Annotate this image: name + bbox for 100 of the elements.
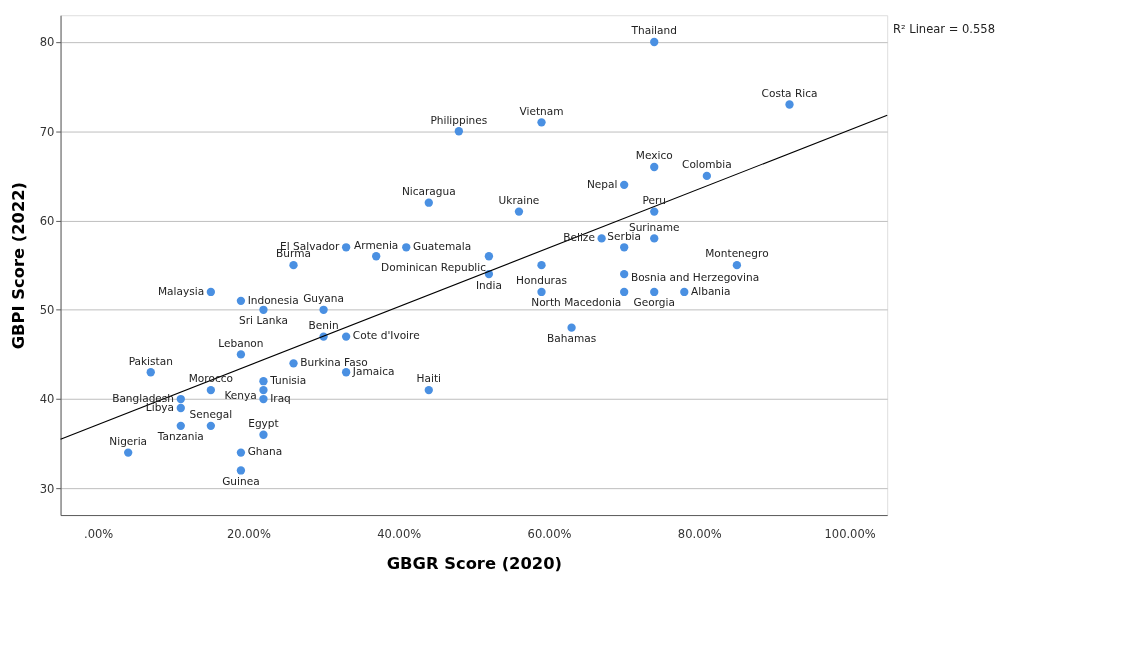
annotation: Indonesia: [247, 293, 299, 306]
point: [537, 118, 546, 127]
point: [341, 243, 351, 252]
point: [124, 448, 133, 457]
point: [259, 430, 268, 439]
point: [319, 305, 328, 314]
x-tick-label: 100.00%: [824, 526, 876, 541]
point: [680, 287, 689, 297]
annotation: India: [475, 278, 502, 291]
annotation: Senegal: [189, 408, 233, 421]
point: [146, 368, 155, 377]
point: [236, 350, 246, 359]
point: [206, 287, 216, 297]
annotation: Mexico: [635, 149, 673, 162]
annotation: Egypt: [248, 417, 279, 430]
point: [620, 180, 629, 189]
x-tick-label: 40.00%: [377, 526, 422, 541]
annotation: Lebanon: [218, 336, 264, 349]
annotation: Bosnia and Herzegovina: [630, 270, 760, 283]
annotation: Ghana: [247, 445, 283, 458]
point: [620, 287, 629, 297]
annotation: Thailand: [630, 24, 677, 37]
x-tick-label: 20.00%: [226, 526, 271, 541]
y-tick-label: 80: [39, 35, 55, 50]
x-tick-label: 60.00%: [527, 526, 572, 541]
point: [206, 385, 216, 395]
point: [289, 359, 298, 368]
point: [372, 252, 381, 261]
y-tick-label: 70: [39, 124, 55, 139]
point: [484, 252, 494, 261]
point: [732, 261, 742, 270]
annotation: Montenegro: [705, 247, 769, 260]
text: R² Linear = 0.558: [892, 21, 995, 36]
annotation: Georgia: [633, 296, 675, 309]
point: [514, 207, 524, 216]
annotation: Colombia: [682, 158, 732, 171]
annotation: Guatemala: [412, 240, 472, 253]
annotation: Nicaragua: [401, 184, 456, 197]
point: [206, 421, 216, 430]
annotation: Philippines: [430, 113, 488, 126]
x-tick-label: 80.00%: [677, 526, 722, 541]
point: [259, 394, 268, 404]
annotation: Pakistan: [128, 354, 173, 367]
point: [650, 287, 659, 297]
point: [620, 269, 629, 279]
annotation: Nigeria: [109, 434, 148, 447]
annotation: Haiti: [416, 372, 442, 385]
y-axis-title: GBPI Score (2022): [9, 181, 29, 350]
point: [236, 448, 246, 457]
point: [785, 100, 794, 109]
x-axis-title: GBGR Score (2020): [386, 554, 563, 574]
annotation: Tanzania: [156, 430, 204, 443]
point: [176, 394, 185, 404]
x-tick-label: .00%: [83, 526, 114, 541]
point: [597, 234, 606, 243]
annotation: Nepal: [586, 177, 618, 190]
point: [341, 332, 351, 341]
point: [259, 377, 268, 386]
annotation: Costa Rica: [761, 86, 818, 99]
annotation: Kenya: [224, 388, 257, 401]
point: [259, 385, 268, 395]
annotation: North Macedonia: [531, 296, 622, 309]
annotation: Tunisia: [269, 374, 307, 387]
point: [259, 305, 268, 314]
point: [341, 368, 351, 377]
annotation: Vietnam: [519, 104, 564, 117]
point: [567, 323, 576, 332]
annotation: Guinea: [222, 474, 260, 487]
point: [424, 385, 433, 395]
point: [454, 127, 464, 136]
annotation: Guyana: [303, 292, 344, 305]
point: [236, 466, 246, 475]
point: [702, 171, 711, 181]
point: [176, 421, 185, 430]
y-tick-label: 60: [39, 213, 55, 228]
point: [650, 162, 659, 172]
annotation: Armenia: [354, 238, 399, 251]
point: [402, 243, 411, 252]
annotation: Ukraine: [498, 193, 540, 206]
annotation: Honduras: [516, 274, 567, 287]
annotation: Cote d'Ivoire: [352, 329, 420, 342]
annotation: Sri Lanka: [239, 314, 288, 327]
annotation: Jamaica: [351, 365, 395, 378]
annotation: Bahamas: [546, 332, 597, 345]
annotation: Peru: [642, 193, 666, 206]
point: [620, 243, 629, 252]
annotation: Iraq: [270, 391, 291, 404]
annotation: Malaysia: [157, 284, 205, 297]
point: [650, 207, 659, 216]
annotation: Albania: [691, 284, 731, 297]
point: [424, 198, 433, 207]
point: [289, 261, 298, 270]
y-tick-label: 50: [39, 303, 55, 318]
point: [176, 403, 185, 413]
point: [537, 287, 546, 297]
point: [236, 296, 246, 306]
point: [650, 234, 659, 243]
y-tick-label: 40: [39, 392, 55, 407]
annotation: Benin: [308, 318, 339, 331]
point: [650, 37, 659, 47]
